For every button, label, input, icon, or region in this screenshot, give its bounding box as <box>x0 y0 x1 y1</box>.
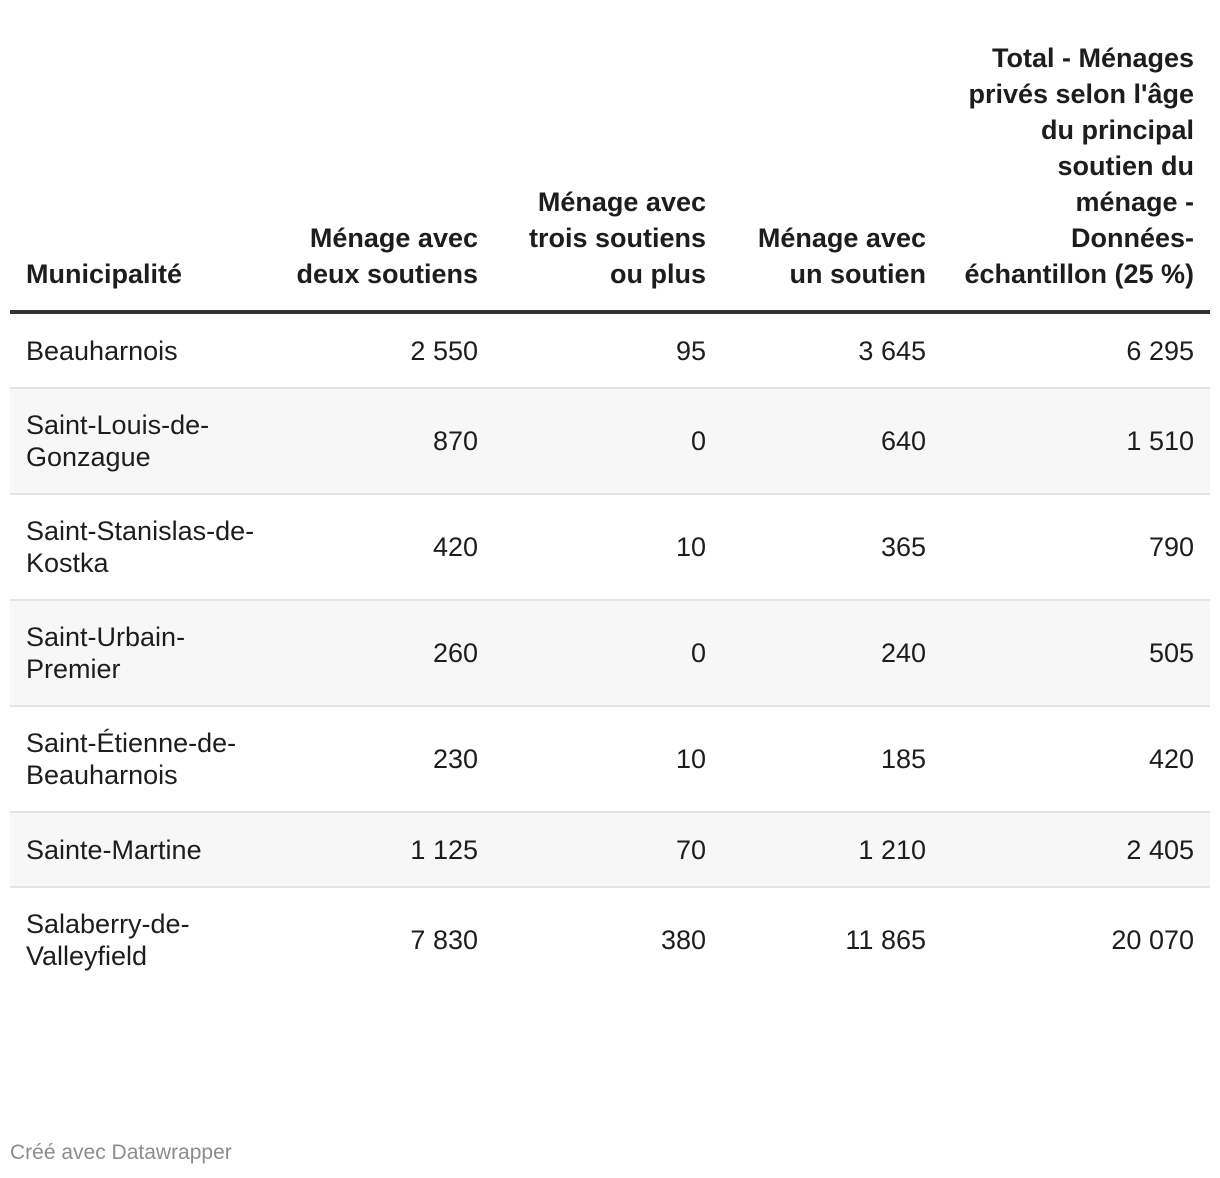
cell-value: 420 <box>942 706 1210 813</box>
table-row: Saint-Louis-de-Gonzague 870 0 640 1 510 <box>10 388 1210 495</box>
cell-municipality: Saint-Urbain-Premier <box>10 600 280 707</box>
datawrapper-credit[interactable]: Créé avec Datawrapper <box>10 1141 232 1164</box>
cell-value: 380 <box>660 925 706 955</box>
cell-value: 10 <box>494 494 722 601</box>
cell-value: 20 070 <box>1111 925 1194 955</box>
cell-municipality: Sainte-Martine <box>10 812 280 888</box>
cell-value: 185 <box>722 706 942 813</box>
column-header-trois-soutiens[interactable]: Ménage avec trois soutiens ou plus <box>494 40 722 314</box>
cell-value: 3 645 <box>722 312 942 389</box>
cell-value: 1 510 <box>942 388 1210 495</box>
cell-value: 95 <box>494 312 722 389</box>
cell-municipality: Saint-Étienne-de-Beauharnois <box>10 706 280 813</box>
cell-value: 2 550 <box>280 312 494 389</box>
data-table: Municipalité Ménage avec deux soutiens M… <box>10 40 1210 992</box>
column-header-municipalite[interactable]: Municipalité <box>10 40 280 314</box>
cell-municipality: Salaberry-de-Valleyfield <box>26 909 190 971</box>
cell-value: 70 <box>494 812 722 888</box>
cell-value: 1 125 <box>280 812 494 888</box>
cell-municipality: Saint-Louis-de-Gonzague <box>10 388 280 495</box>
cell-municipality: Beauharnois <box>10 312 280 389</box>
cell-value: 365 <box>722 494 942 601</box>
cell-value: 10 <box>494 706 722 813</box>
cell-municipality: Saint-Stanislas-de-Kostka <box>10 494 280 601</box>
table-row: Salaberry-de-Valleyfield 7 830 380 11 86… <box>10 887 1210 992</box>
cell-value: 6 295 <box>942 312 1210 389</box>
data-table-container: Municipalité Ménage avec deux soutiens M… <box>10 40 1210 992</box>
cell-value: 260 <box>280 600 494 707</box>
cell-value: 0 <box>494 388 722 495</box>
table-row: Saint-Étienne-de-Beauharnois 230 10 185 … <box>10 706 1210 813</box>
column-header-un-soutien[interactable]: Ménage avec un soutien <box>722 40 942 314</box>
column-header-total[interactable]: Total - Ménages privés selon l'âge du pr… <box>942 40 1210 314</box>
table-row: Beauharnois 2 550 95 3 645 6 295 <box>10 312 1210 389</box>
cell-value: 230 <box>280 706 494 813</box>
cell-value: 240 <box>722 600 942 707</box>
table-row: Saint-Stanislas-de-Kostka 420 10 365 790 <box>10 494 1210 601</box>
cell-value: 1 210 <box>722 812 942 888</box>
table-header-row: Municipalité Ménage avec deux soutiens M… <box>10 40 1210 314</box>
cell-value: 2 405 <box>942 812 1210 888</box>
cell-value: 870 <box>280 388 494 495</box>
table-row: Saint-Urbain-Premier 260 0 240 505 <box>10 600 1210 707</box>
table-row: Sainte-Martine 1 125 70 1 210 2 405 <box>10 812 1210 888</box>
cell-value: 790 <box>942 494 1210 601</box>
column-header-deux-soutiens[interactable]: Ménage avec deux soutiens <box>280 40 494 314</box>
cell-value: 7 830 <box>410 925 478 955</box>
cell-value: 640 <box>722 388 942 495</box>
cell-value: 11 865 <box>845 925 926 955</box>
cell-value: 420 <box>280 494 494 601</box>
cell-value: 505 <box>942 600 1210 707</box>
cell-value: 0 <box>494 600 722 707</box>
